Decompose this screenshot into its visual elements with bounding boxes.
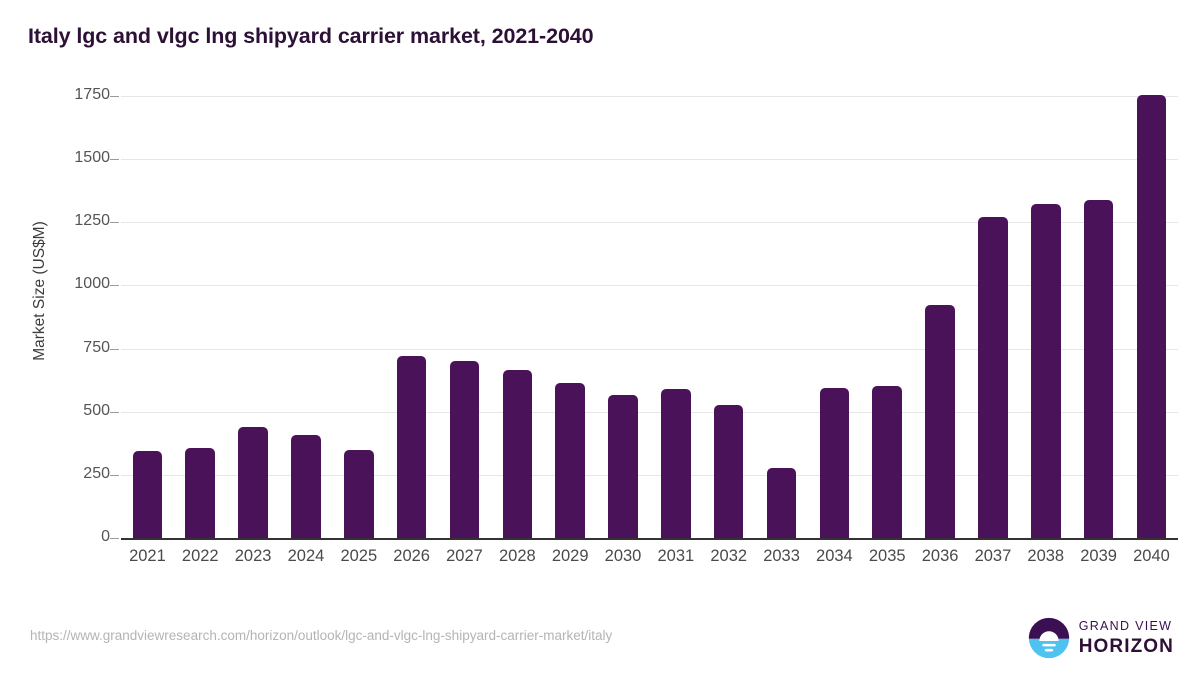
x-axis-tick-label: 2038 <box>1027 547 1065 565</box>
y-axis-tick-label: 750 <box>83 338 110 356</box>
gridline <box>121 348 1178 350</box>
x-axis-tick-label: 2021 <box>129 547 166 565</box>
bar-slot <box>755 92 808 538</box>
y-axis-tick-mark <box>110 474 119 476</box>
x-axis-tick-label: 2029 <box>551 547 589 565</box>
x-axis-tick-label: 2035 <box>868 547 906 565</box>
bar[interactable] <box>872 385 903 538</box>
bar-slot <box>227 92 280 538</box>
x-axis-tick-label: 2040 <box>1133 547 1170 565</box>
gridline <box>121 222 1178 224</box>
y-axis-tick-label: 0 <box>101 528 110 545</box>
bar-slot <box>1072 92 1125 538</box>
x-axis-tick-label: 2025 <box>340 547 378 565</box>
bar[interactable] <box>502 370 533 538</box>
bar[interactable] <box>555 382 585 538</box>
logo-line-grand-view: GRAND VIEW <box>1078 619 1173 634</box>
y-axis-tick-label: 1750 <box>74 86 110 103</box>
bar-slot <box>1125 92 1178 538</box>
plot-area: Market Size (US$M) 0 250 500 750 1000 1250 150… <box>0 86 1200 592</box>
gridline <box>121 411 1178 413</box>
y-axis-tick-mark <box>110 538 119 539</box>
bar[interactable] <box>291 435 321 538</box>
bar[interactable] <box>713 405 744 538</box>
x-axis-tick-label: 2032 <box>710 547 748 565</box>
y-axis-tick-label: 500 <box>83 401 110 419</box>
bar[interactable] <box>185 448 216 538</box>
x-axis-tick-label: 2027 <box>446 547 483 565</box>
y-axis-tick-label: 1000 <box>74 275 110 293</box>
x-axis-tick-label: 2034 <box>816 547 853 565</box>
bar-slot <box>544 92 597 538</box>
bar-slot <box>597 92 650 538</box>
y-axis-tick-label: 1500 <box>74 149 110 167</box>
gridline <box>121 285 1178 287</box>
bar[interactable] <box>766 468 797 538</box>
bar-slot <box>702 92 755 538</box>
y-axis-tick-label: 1250 <box>74 212 110 230</box>
bar[interactable] <box>1030 204 1061 538</box>
source-url[interactable]: https://www.grandviewresearch.com/horizo… <box>30 628 613 643</box>
x-axis-tick-label: 2033 <box>763 547 800 565</box>
gridline <box>121 474 1178 476</box>
x-axis-tick-label: 2036 <box>921 547 959 565</box>
bar-slot <box>280 92 333 538</box>
x-axis-tick-label: 2037 <box>974 547 1012 565</box>
bar[interactable] <box>449 360 480 538</box>
x-axis-tick-label: 2023 <box>234 547 272 565</box>
y-axis-tick-label: 250 <box>83 464 110 482</box>
x-axis-tick-label: 2030 <box>604 547 642 565</box>
bar[interactable] <box>1083 200 1114 538</box>
bar-slot <box>332 92 385 538</box>
bar[interactable] <box>1136 94 1167 538</box>
x-axis-tick-label: 2026 <box>393 547 430 565</box>
bar[interactable] <box>661 388 691 538</box>
bar-slot <box>914 92 967 538</box>
page-title: Italy lgc and vlgc lng shipyard carrier … <box>28 24 594 48</box>
bar-slot <box>1019 92 1072 538</box>
y-axis-tick-mark <box>110 222 119 224</box>
bar-slot <box>438 92 491 538</box>
gridline <box>121 96 1178 97</box>
x-axis-tick-label: 2024 <box>287 547 325 565</box>
brand-logo: GRAND VIEW HORIZON <box>1028 617 1174 659</box>
y-axis-tick-mark <box>110 348 119 350</box>
x-axis-tick-label: 2039 <box>1080 547 1117 565</box>
bar-series <box>121 92 1178 538</box>
logo-line-horizon: HORIZON <box>1078 635 1174 657</box>
bar[interactable] <box>344 449 374 538</box>
horizon-sun-circle-icon <box>1028 617 1069 659</box>
y-axis-tick-mark <box>110 285 119 287</box>
gridlines-group: 0 250 500 750 1000 1250 1500 1750 <box>0 86 1200 592</box>
bar-slot <box>808 92 861 538</box>
bar-slot <box>967 92 1020 538</box>
y-axis-tick-mark <box>110 96 119 97</box>
x-axis-tick-label: 2028 <box>498 547 536 565</box>
bar-slot <box>385 92 438 538</box>
x-axis-tick-label: 2031 <box>657 547 695 565</box>
gridline <box>121 159 1178 161</box>
x-axis-tick-labels: 2021 2022 2023 2024 2025 2026 2027 2028 2029 2030… <box>121 547 1178 566</box>
bar[interactable] <box>608 395 638 538</box>
x-axis-line <box>121 538 1178 540</box>
bar-slot <box>861 92 914 538</box>
bar[interactable] <box>978 216 1008 538</box>
bar[interactable] <box>396 355 427 538</box>
bar[interactable] <box>925 305 955 538</box>
bar[interactable] <box>819 388 850 538</box>
bar-slot <box>121 92 174 538</box>
bar[interactable] <box>238 426 268 538</box>
bar[interactable] <box>132 451 163 538</box>
bar-slot <box>649 92 702 538</box>
y-axis-tick-mark <box>110 159 119 161</box>
bar-slot <box>174 92 227 538</box>
bar-slot <box>491 92 544 538</box>
x-axis-tick-label: 2022 <box>181 547 219 565</box>
y-axis-tick-mark <box>110 411 119 413</box>
logo-wordmark: GRAND VIEW HORIZON <box>1079 620 1174 656</box>
